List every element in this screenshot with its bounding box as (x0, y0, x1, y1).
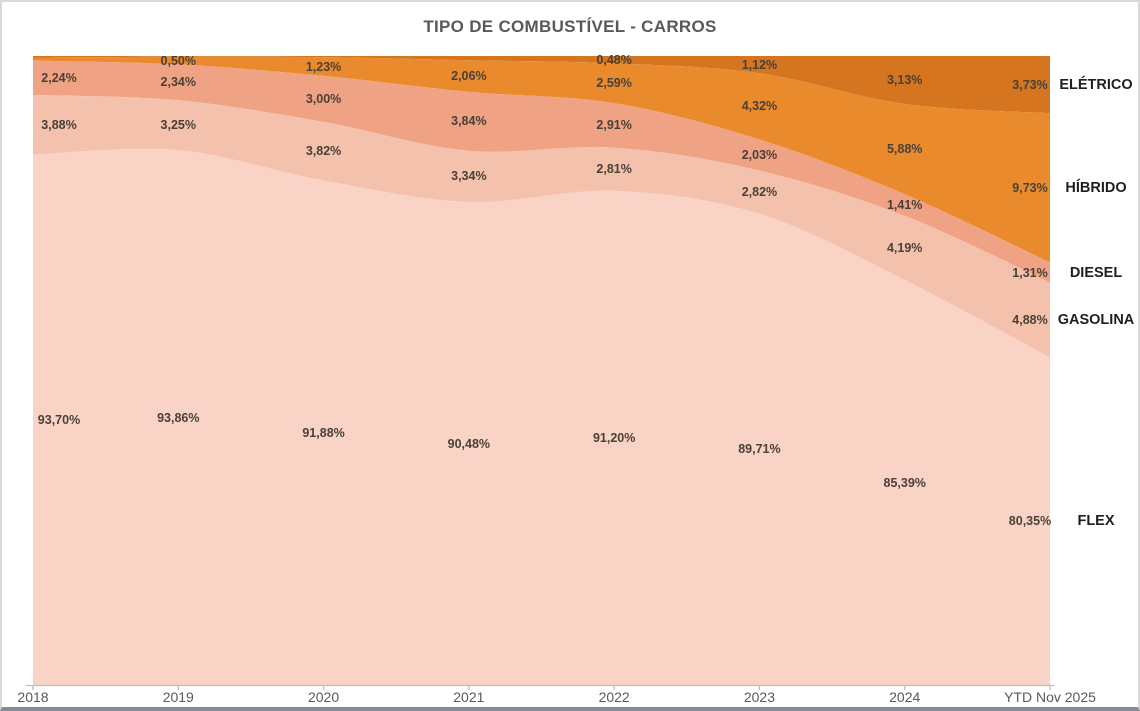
value-label-elétrico-2023: 1,12% (741, 57, 778, 72)
x-axis-label-5: 2023 (743, 689, 775, 705)
x-axis-label-3: 2021 (453, 689, 485, 705)
series-label-flex: FLEX (1077, 513, 1115, 530)
x-axis-line (26, 684, 1054, 690)
value-label-diesel-2023: 2,03% (741, 148, 778, 163)
value-label-flex-2018: 93,70% (37, 412, 81, 427)
value-label-flex-YTD Nov 2025: 80,35% (1008, 514, 1052, 529)
value-label-elétrico-2024: 3,13% (886, 73, 923, 87)
area-band-flex (33, 148, 1050, 685)
value-label-híbrido-2020: 1,23% (305, 59, 342, 74)
series-label-elétrico: ELÉTRICO (1059, 76, 1133, 93)
value-label-gasolina-YTD Nov 2025: 4,88% (1012, 313, 1048, 328)
value-label-elétrico-YTD Nov 2025: 3,73% (1012, 77, 1048, 92)
value-label-flex-2022: 91,20% (592, 430, 636, 445)
series-label-diesel: DIESEL (1069, 264, 1123, 281)
value-label-gasolina-2018: 3,88% (41, 117, 77, 132)
x-axis-label-1: 2019 (162, 689, 194, 705)
value-label-híbrido-2021: 2,06% (451, 69, 487, 84)
value-label-diesel-2022: 2,91% (596, 118, 632, 133)
value-label-híbrido-YTD Nov 2025: 9,73% (1012, 180, 1048, 195)
value-label-gasolina-2021: 3,34% (451, 169, 487, 184)
value-label-diesel-2020: 3,00% (305, 91, 342, 106)
value-label-gasolina-2020: 3,82% (305, 144, 342, 159)
value-label-híbrido-2024: 5,88% (886, 142, 923, 157)
value-label-diesel-2024: 1,41% (886, 198, 923, 213)
area-band-elétrico (33, 56, 1050, 114)
area-band-híbrido (33, 56, 1050, 263)
value-label-diesel-YTD Nov 2025: 1,31% (1012, 265, 1048, 280)
chart-title: TIPO DE COMBUSTÍVEL - CARROS (423, 17, 717, 36)
series-label-híbrido: HÍBRIDO (1065, 179, 1127, 196)
area-band-diesel (33, 60, 1050, 283)
value-label-elétrico-2022: 0,48% (596, 52, 632, 67)
value-label-flex-2023: 89,71% (738, 442, 781, 457)
x-axis-label-6: 2024 (889, 689, 921, 705)
value-label-diesel-2019: 2,34% (160, 75, 197, 90)
x-axis-label-2: 2020 (307, 689, 340, 705)
value-label-gasolina-2019: 3,25% (160, 118, 197, 133)
value-label-flex-2019: 93,86% (157, 410, 200, 425)
x-axis-label-4: 2022 (598, 689, 630, 705)
value-label-flex-2021: 90,48% (447, 436, 491, 451)
value-label-híbrido-2023: 4,32% (741, 99, 778, 114)
area-band-gasolina (33, 94, 1050, 358)
value-label-gasolina-2022: 2,81% (596, 162, 632, 177)
value-label-diesel-2018: 2,24% (41, 70, 77, 85)
value-label-gasolina-2024: 4,19% (886, 240, 923, 255)
value-label-gasolina-2023: 2,82% (741, 185, 778, 200)
x-axis-label-7: YTD Nov 2025 (1004, 689, 1096, 705)
series-label-gasolina: GASOLINA (1057, 312, 1135, 329)
value-label-diesel-2021: 3,84% (451, 114, 487, 129)
value-label-flex-2024: 85,39% (883, 475, 926, 490)
value-label-flex-2020: 91,88% (302, 425, 345, 440)
x-axis-label-0: 2018 (17, 689, 49, 705)
value-label-híbrido-2019: 0,50% (160, 53, 197, 68)
value-label-híbrido-2022: 2,59% (596, 76, 632, 91)
